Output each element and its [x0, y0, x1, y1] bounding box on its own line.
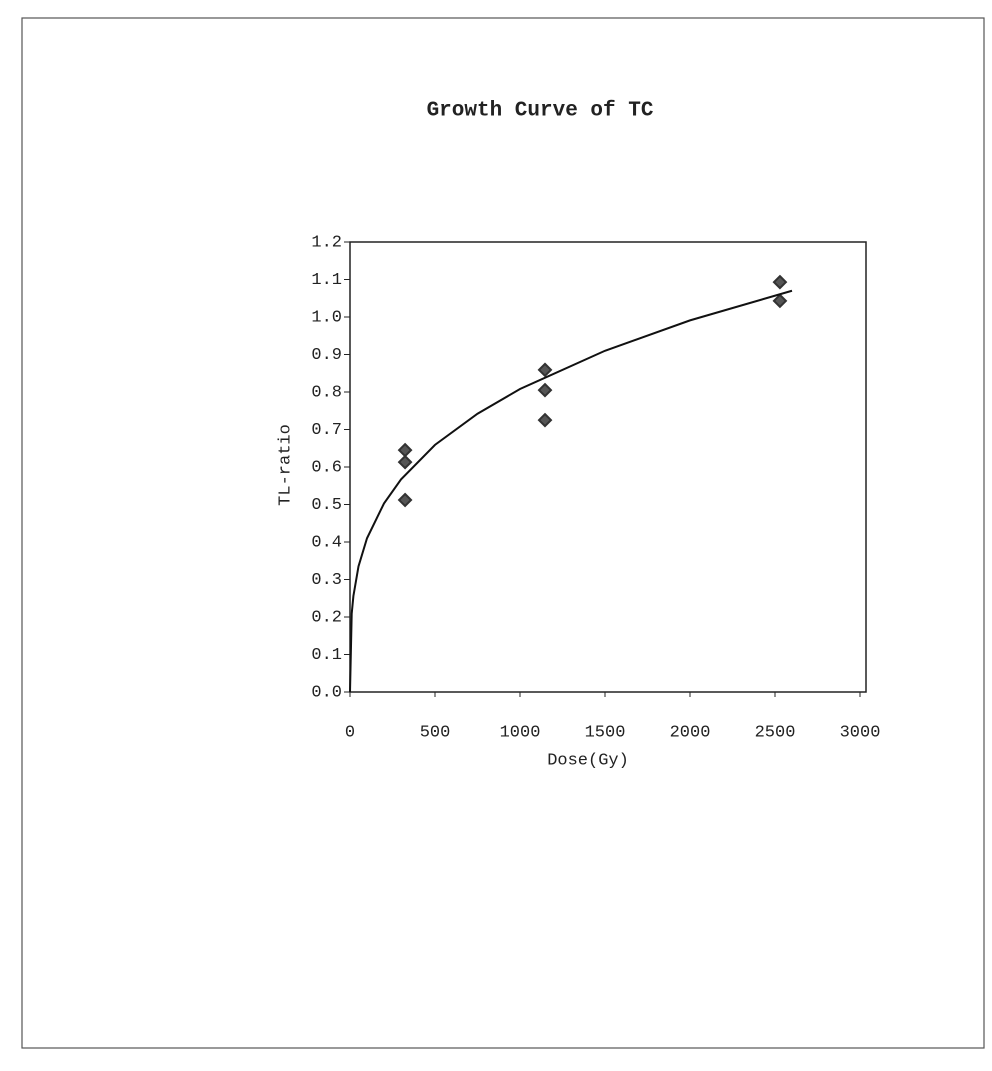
data-point	[397, 492, 413, 508]
x-axis-label: Dose(Gy)	[547, 751, 629, 770]
y-tick-label: 0.5	[311, 496, 342, 515]
x-tick-label: 500	[420, 723, 451, 742]
y-axis-label: TL-ratio	[276, 424, 295, 506]
data-point	[772, 274, 788, 290]
y-tick-label: 0.9	[311, 346, 342, 365]
data-point	[397, 454, 413, 470]
y-tick-label: 0.3	[311, 571, 342, 590]
data-point	[537, 412, 553, 428]
y-tick-label: 0.6	[311, 458, 342, 477]
chart-title: Growth Curve of TC	[427, 100, 654, 123]
y-tick-label: 1.0	[311, 308, 342, 327]
y-tick-label: 0.0	[311, 683, 342, 702]
x-tick-label: 1500	[585, 723, 626, 742]
page-frame	[21, 17, 985, 1049]
y-tick-label: 0.7	[311, 421, 342, 440]
y-tick-label: 0.2	[311, 608, 342, 627]
y-tick-label: 0.1	[311, 646, 342, 665]
y-tick-label: 0.4	[311, 533, 342, 552]
plot-frame	[349, 241, 867, 693]
y-tick-label: 1.1	[311, 271, 342, 290]
y-tick-label: 0.8	[311, 383, 342, 402]
data-point	[397, 442, 413, 458]
x-tick-label: 1000	[500, 723, 541, 742]
data-point	[772, 293, 788, 309]
y-tick-label: 1.2	[311, 233, 342, 252]
x-tick-label: 3000	[840, 723, 881, 742]
data-point	[537, 362, 553, 378]
data-point	[537, 382, 553, 398]
x-tick-label: 2500	[755, 723, 796, 742]
x-tick-label: 2000	[670, 723, 711, 742]
x-tick-label: 0	[345, 723, 355, 742]
fit-curve	[349, 289, 793, 693]
